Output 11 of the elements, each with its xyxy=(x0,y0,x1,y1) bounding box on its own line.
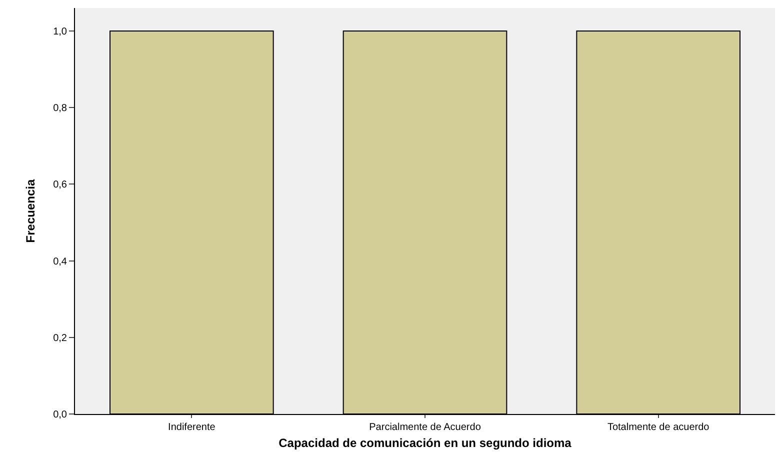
x-tick-label: Totalmente de acuerdo xyxy=(607,422,710,433)
x-tick-label: Indiferente xyxy=(168,422,216,433)
x-axis-title: Capacidad de comunicación en un segundo idioma xyxy=(278,436,572,450)
x-tick-label: Parcialmente de Acuerdo xyxy=(369,422,482,433)
y-tick-label: 1,0 xyxy=(53,26,68,38)
y-axis-title: Frecuencia xyxy=(23,179,38,243)
y-tick-label: 0,4 xyxy=(53,256,68,268)
y-tick-label: 0,6 xyxy=(53,180,68,191)
y-tick-label: 0,2 xyxy=(53,332,68,344)
y-tick-label: 0,8 xyxy=(53,103,68,114)
y-tick-label: 0,0 xyxy=(53,410,68,420)
